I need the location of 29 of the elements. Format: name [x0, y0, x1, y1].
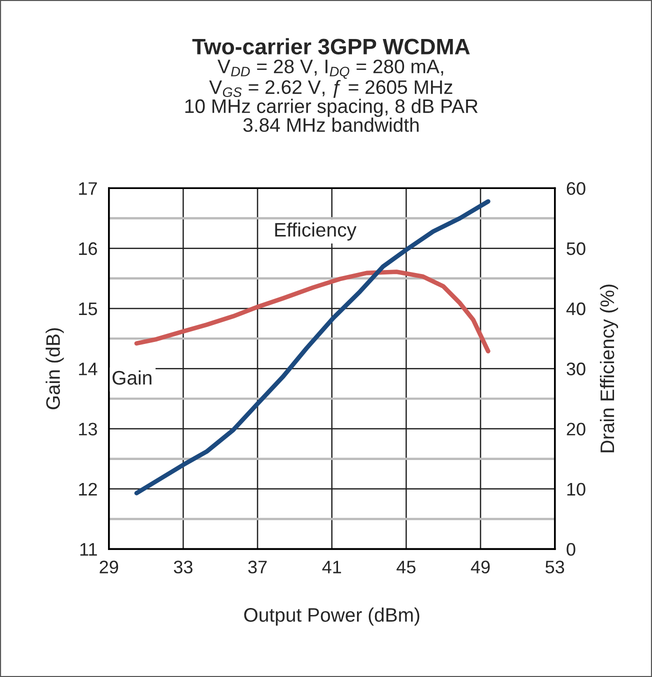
series-label: Efficiency [275, 222, 356, 241]
y2-tick-label: 40 [566, 302, 586, 316]
y-axis-title: Gain (dB) [46, 328, 64, 410]
chart-title: Two-carrier 3GPP WCDMA [192, 38, 470, 55]
x-tick-label: 29 [100, 560, 118, 574]
y2-tick-label: 60 [566, 182, 586, 195]
x-tick-label: 37 [248, 560, 267, 574]
y-tick-label: 17 [79, 182, 97, 195]
y-tick-label: 12 [79, 482, 97, 496]
y2-tick-label: 10 [567, 482, 586, 496]
x-tick-label: 53 [546, 560, 564, 574]
x-axis-title: Output Power (dBm) [244, 608, 420, 626]
y2-axis-title: Drain Efficiency (%) [600, 284, 618, 452]
y-tick-label: 16 [79, 242, 97, 256]
y-tick-label: 14 [79, 362, 98, 376]
x-tick-label: 49 [470, 560, 490, 574]
x-tick-label: 45 [396, 560, 416, 574]
y2-tick-label: 30 [566, 362, 586, 376]
y-tick-label: 13 [79, 422, 97, 436]
y-tick-label: 11 [80, 543, 97, 556]
x-tick-label: 33 [174, 560, 192, 574]
y2-tick-label: 0 [566, 542, 576, 556]
text: V$_{DD}$ = 28 V, I$_{DQ}$ = 280 mA, V$_{GS}$ = 2.62 V, ƒ = 2605 MHz 10 MHz carrier spacing, 8 dB PAR 3.84 MHz bandwidth [185, 60, 478, 132]
x-tick-label: 41 [322, 560, 342, 574]
y2-tick-label: 50 [566, 242, 586, 256]
y-tick-label: 15 [79, 302, 98, 316]
y2-tick-label: 20 [566, 422, 586, 436]
line-series [134, 270, 490, 354]
series-label: Gain [112, 370, 152, 385]
